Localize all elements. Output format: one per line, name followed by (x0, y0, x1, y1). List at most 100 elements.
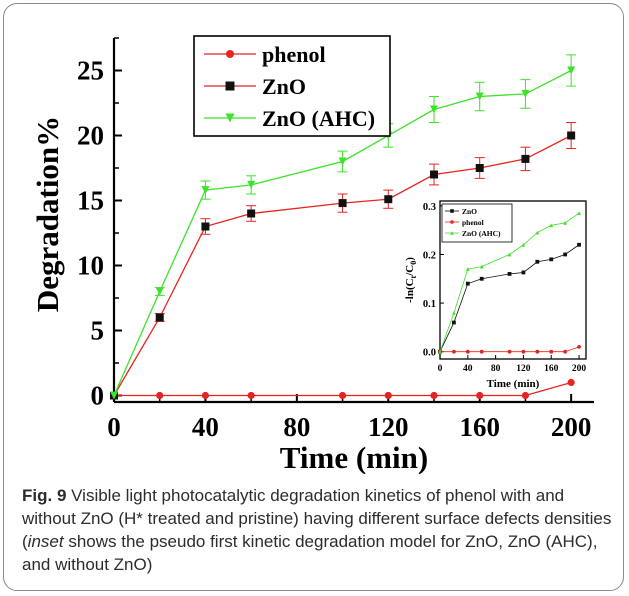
inset-series-line-phenol (440, 346, 580, 353)
inset-x-axis-label: Time (min) (487, 378, 540, 390)
inset-y-axis-label: -ln(Ct/C0) (404, 257, 418, 303)
inset-point-zno (577, 242, 581, 247)
main-point-zno-ahc (247, 180, 256, 189)
caption-inset-word: inset (27, 532, 64, 551)
inset-series-line-zno-ahc (439, 212, 580, 352)
inset-point-phenol (452, 349, 456, 354)
inset-point-phenol (479, 349, 484, 354)
main-point-zno-ahc (338, 157, 347, 166)
inset-point-zno-ahc (577, 211, 581, 216)
inset-point-phenol (507, 349, 512, 354)
inset-point-zno (465, 281, 470, 286)
main-point-zno-ahc (475, 92, 484, 101)
inset-point-zno (479, 276, 484, 281)
main-point-phenol (201, 391, 210, 400)
main-point-phenol (338, 391, 347, 400)
main-point-zno-ahc (567, 66, 576, 75)
inset-point-phenol (465, 349, 470, 354)
figure-caption: Fig. 9 Visible light photocatalytic degr… (22, 484, 617, 576)
inset-x-tick-label: 0 (438, 364, 443, 374)
main-y-tick-label: 10 (77, 251, 104, 281)
main-y-axis-label: Degradation% (30, 116, 65, 312)
inset-legend: ZnO phenol ZnO (AHC) (441, 203, 513, 243)
inset-point-phenol (549, 349, 554, 354)
main-series-line-zno-ahc (113, 69, 572, 396)
inset-point-zno (452, 320, 456, 325)
inset-y-tick-label: 0.0 (423, 348, 436, 359)
inset-legend-marker-zno-ahc (450, 231, 454, 235)
main-x-tick-label: 200 (551, 412, 592, 442)
main-point-zno (521, 154, 530, 163)
inset-y-tick-label: 0.2 (423, 250, 436, 261)
main-x-tick-label: 120 (368, 412, 409, 442)
main-point-phenol (476, 391, 484, 400)
main-legend-label-zno: ZnO (262, 74, 306, 99)
inset-point-zno (549, 257, 554, 262)
main-point-phenol (247, 391, 255, 400)
main-point-phenol (567, 378, 575, 387)
inset-y-tick-label: 0.1 (423, 299, 436, 310)
inset-series-line-zno (439, 244, 580, 352)
inset-x-tick-label: 120 (516, 364, 531, 374)
inset-point-zno-ahc (563, 220, 568, 225)
main-point-zno (338, 199, 347, 208)
main-legend-marker-phenol (226, 50, 234, 58)
main-y-tick-label: 25 (77, 56, 104, 86)
inset-point-zno-ahc (465, 267, 470, 271)
main-point-zno-ahc (110, 391, 118, 400)
main-y-tick-label: 20 (77, 121, 104, 151)
main-point-zno (475, 164, 484, 172)
inset-point-zno-ahc (521, 242, 526, 247)
inset-point-zno-ahc (535, 230, 540, 235)
main-point-zno-ahc (201, 186, 210, 195)
main-x-tick-label: 0 (107, 412, 121, 442)
main-point-zno (567, 131, 576, 140)
main-legend-label-phenol: phenol (262, 42, 326, 67)
main-legend-marker-zno-ahc (225, 113, 235, 123)
inset-x-tick-label: 160 (544, 364, 559, 374)
inset-point-zno-ahc (438, 349, 442, 354)
inset-point-zno (507, 272, 512, 276)
caption-text-before: Visible light photocatalytic degradation… (22, 486, 612, 551)
main-x-tick-label: 40 (192, 412, 219, 442)
figure-frame: 0 40 80 120 160 200 0 5 10 15 20 25 Time (min) Degrad… (3, 3, 624, 591)
inset-point-zno (563, 252, 568, 257)
main-point-phenol (384, 391, 392, 400)
main-legend-marker-zno (225, 81, 235, 91)
main-y-tick-label: 5 (91, 316, 105, 346)
inset-point-zno (521, 270, 526, 275)
main-legend: phenol ZnO ZnO (AHC) (193, 35, 391, 137)
inset-x-tick-label: 80 (491, 364, 501, 374)
caption-fig-label: Fig. 9 (22, 486, 67, 505)
main-point-phenol (521, 391, 530, 400)
main-point-phenol (156, 391, 164, 400)
inset-point-zno-ahc (549, 223, 554, 228)
main-point-zno (155, 313, 164, 322)
main-y-tick-label: 0 (91, 381, 105, 411)
inset-point-zno-ahc (479, 264, 484, 269)
main-series-line-zno (113, 134, 572, 396)
main-x-axis-label: Time (min) (280, 440, 428, 474)
main-point-zno-ahc (155, 287, 164, 296)
main-point-zno-ahc (521, 89, 530, 98)
inset-y-tick-label: 0.3 (423, 202, 436, 213)
main-point-phenol (430, 391, 438, 400)
main-point-zno (384, 195, 393, 204)
main-series-line-phenol (114, 381, 572, 397)
inset-point-phenol (577, 344, 581, 349)
main-legend-label-zno-ahc: ZnO (AHC) (262, 106, 375, 131)
inset-point-phenol (535, 349, 540, 354)
main-x-tick-label: 160 (459, 412, 500, 442)
inset-legend-label-zno-ahc: ZnO (AHC) (462, 229, 501, 238)
main-plot: 0 40 80 120 160 200 0 5 10 15 20 25 Time (min) Degrad… (30, 35, 594, 474)
inset-legend-label-zno: ZnO (462, 207, 477, 216)
degradation-chart: 0 40 80 120 160 200 0 5 10 15 20 25 Time (min) Degrad… (30, 35, 594, 474)
inset-legend-label-phenol: phenol (462, 218, 484, 227)
main-y-tick-label: 15 (77, 186, 104, 216)
inset-plot: 0 40 80 120 160 200 0.0 0.1 0.2 0.3 Time (min) -ln(… (404, 200, 587, 390)
main-point-zno-ahc (430, 105, 438, 114)
inset-x-tick-label: 40 (463, 364, 473, 374)
inset-point-zno-ahc (452, 310, 456, 315)
main-x-tick-label: 80 (283, 412, 310, 442)
inset-x-tick-label: 200 (572, 364, 587, 374)
